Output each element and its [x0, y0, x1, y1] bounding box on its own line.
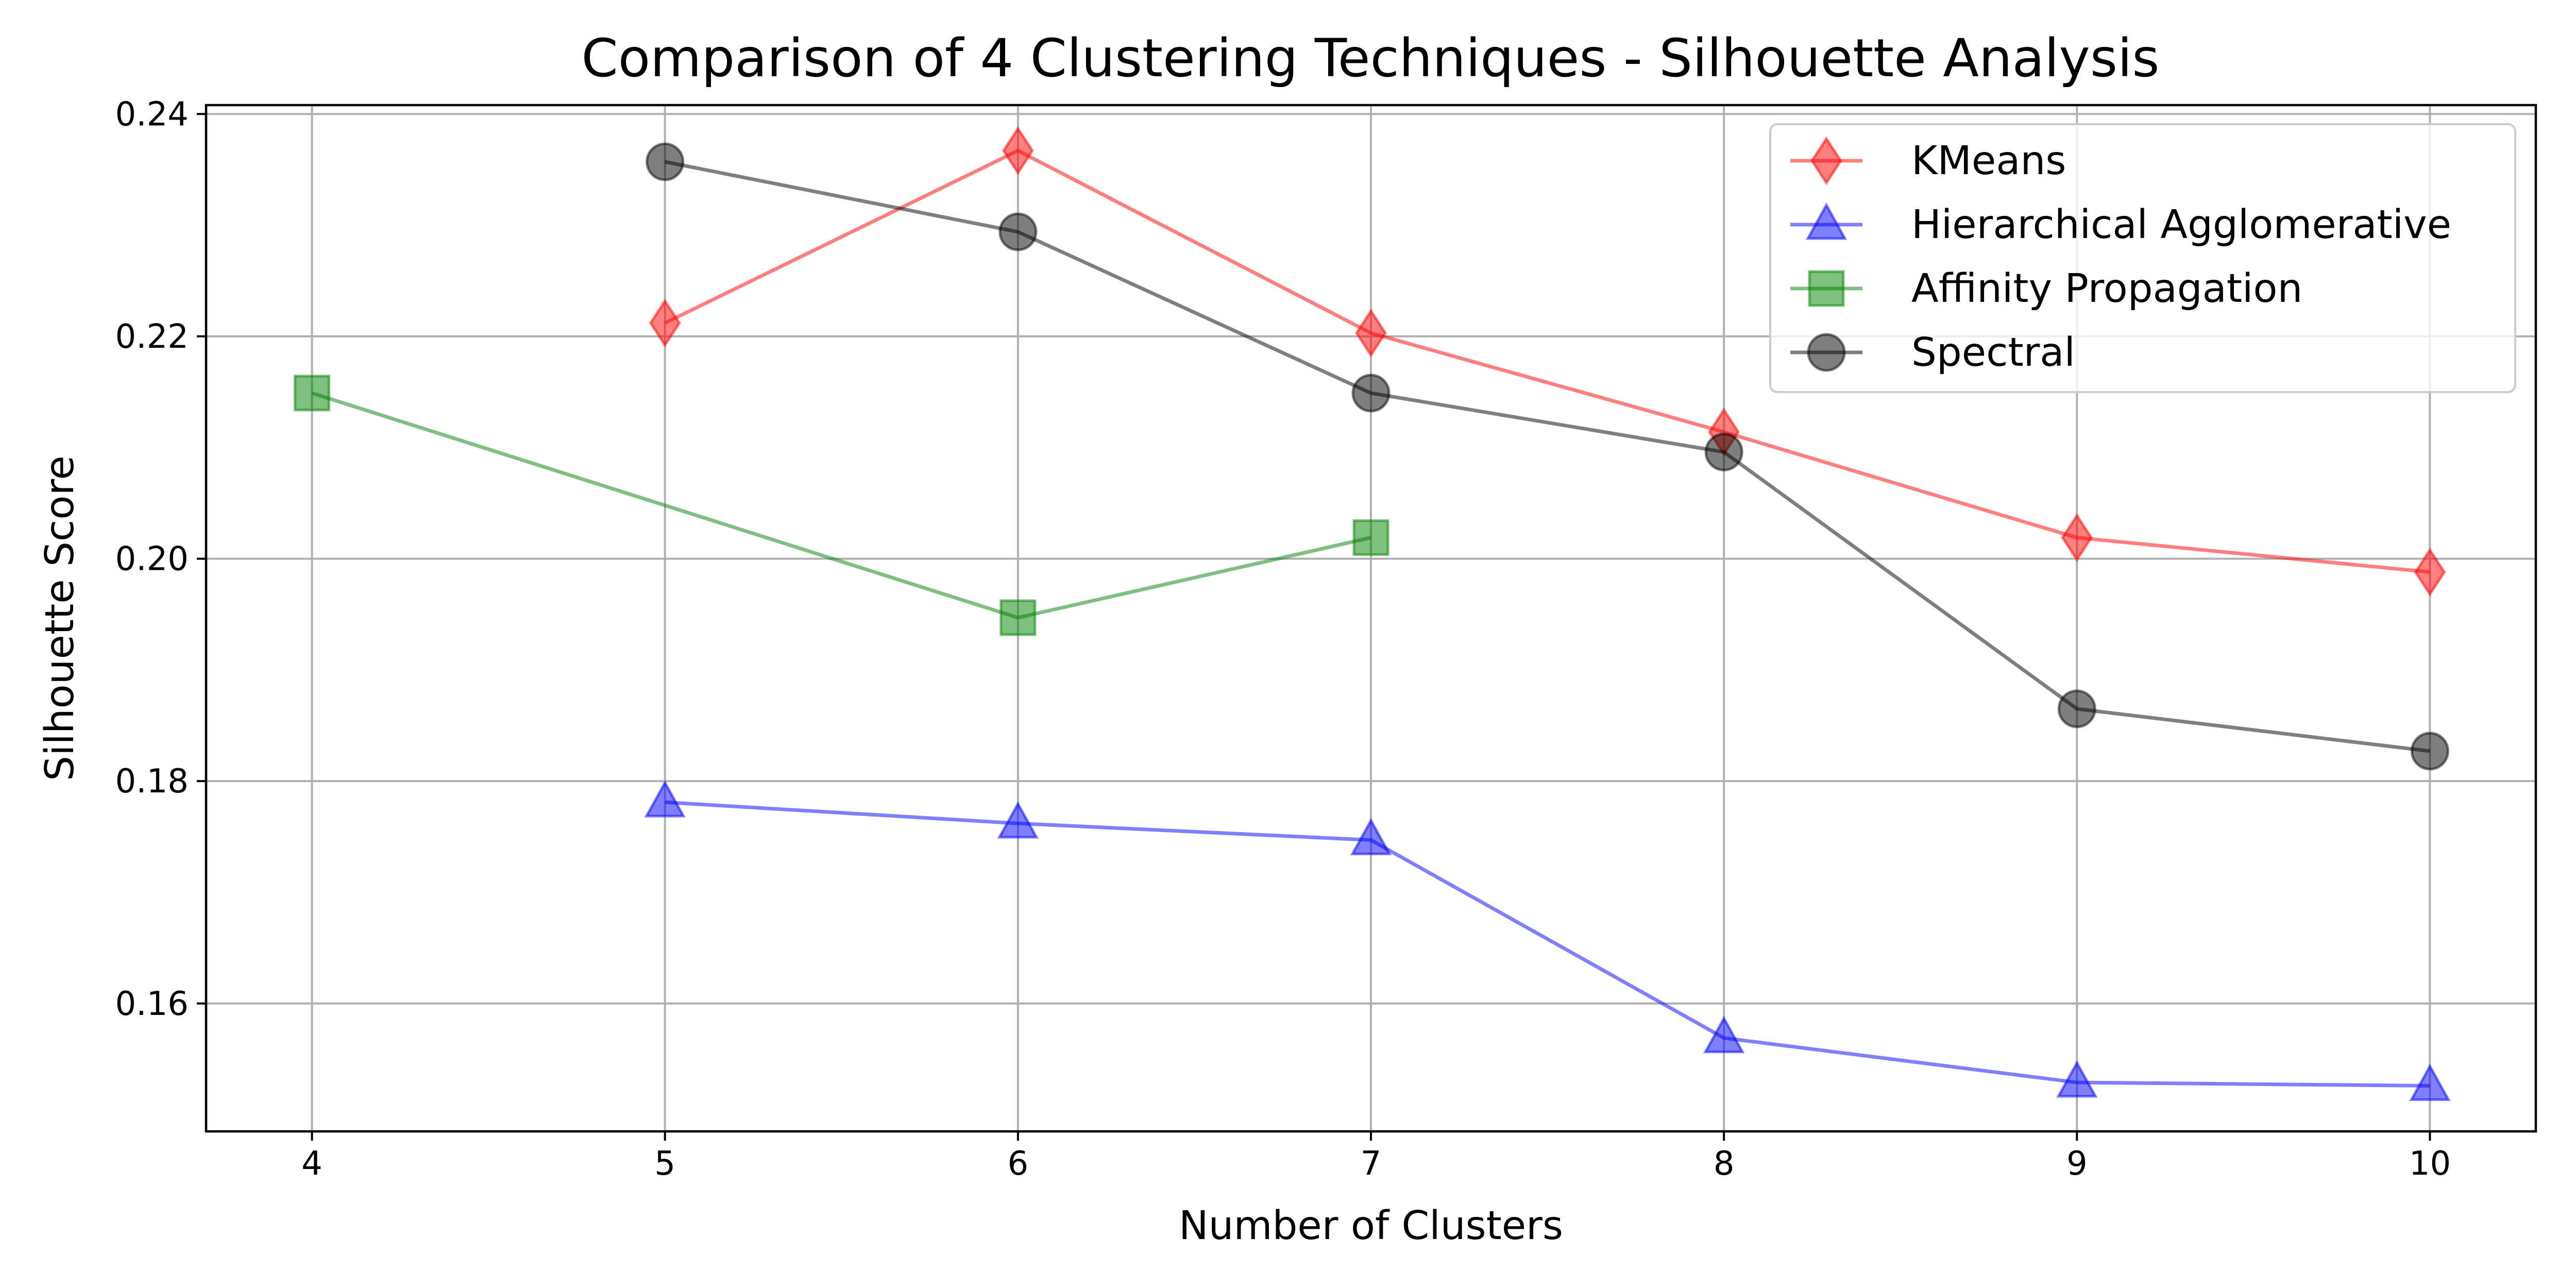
series-line — [665, 800, 2430, 1088]
legend-frame — [1769, 123, 2516, 393]
x-tick-label: 7 — [1361, 1145, 1382, 1183]
data-point — [1002, 126, 1034, 176]
data-point — [1703, 1015, 1745, 1054]
data-point — [2061, 513, 2093, 563]
chart-title: Comparison of 4 Clustering Techniques - … — [581, 28, 2159, 89]
x-axis-label: Number of Clusters — [1179, 1203, 1563, 1249]
data-point — [1351, 374, 1391, 413]
data-point — [1704, 432, 1743, 471]
x-tick-label: 8 — [1714, 1145, 1735, 1183]
legend-label: KMeans — [1911, 138, 2066, 184]
legend-items: KMeans Hierarchical Agglomerative Affinity… — [1790, 136, 2451, 376]
y-tick-label: 0.22 — [115, 318, 189, 356]
legend-entry: KMeans — [1790, 136, 2066, 185]
x-tick-label: 4 — [301, 1145, 323, 1183]
x-tick-label: 9 — [2066, 1145, 2088, 1183]
legend-marker — [1805, 202, 1848, 240]
data-point — [998, 212, 1038, 251]
legend-entry: Affinity Propagation — [1790, 266, 2302, 312]
data-point — [999, 599, 1037, 636]
data-point — [644, 780, 686, 818]
legend-label: Spectral — [1911, 330, 2075, 376]
data-point — [2410, 732, 2449, 771]
data-point — [2409, 1063, 2451, 1101]
y-tick-label: 0.24 — [115, 95, 189, 133]
x-tick-label: 10 — [2409, 1145, 2451, 1183]
series-affinity-propagation — [294, 375, 1389, 636]
data-point — [2057, 689, 2096, 728]
legend-marker — [1810, 136, 1842, 185]
legend-label: Hierarchical Agglomerative — [1911, 202, 2451, 248]
data-point — [1350, 818, 1392, 856]
legend-marker — [1807, 333, 1846, 372]
data-point — [997, 801, 1039, 839]
legend: KMeans Hierarchical Agglomerative Affinity… — [1769, 123, 2516, 393]
legend-entry: Spectral — [1790, 330, 2075, 376]
legend-marker — [1808, 270, 1845, 307]
series-line — [665, 160, 2430, 753]
y-tick-label: 0.20 — [115, 540, 189, 579]
series-line — [311, 391, 1371, 620]
data-point — [1355, 308, 1387, 358]
data-point — [2414, 547, 2446, 597]
ticks: 4 5 6 7 8 9 10 0.16 0.18 0.20 0.22 0.24 — [115, 95, 2451, 1183]
y-tick-label: 0.18 — [115, 762, 189, 801]
data-point — [2056, 1060, 2098, 1098]
legend-entry: Hierarchical Agglomerative — [1790, 202, 2451, 248]
x-tick-label: 6 — [1007, 1145, 1028, 1183]
legend-label: Affinity Propagation — [1911, 266, 2302, 312]
series-hierarchical-agglomerative — [644, 780, 2451, 1101]
data-point — [649, 298, 681, 348]
data-point — [294, 375, 331, 412]
data-point — [646, 142, 685, 181]
x-tick-label: 5 — [654, 1145, 675, 1183]
series-line — [664, 148, 2430, 574]
y-axis-label: Silhouette Score — [37, 455, 83, 781]
series-spectral — [646, 142, 2449, 771]
series-layer — [294, 126, 2451, 1101]
y-tick-label: 0.16 — [115, 985, 189, 1023]
series-kmeans — [649, 126, 2446, 597]
data-point — [1352, 519, 1389, 556]
